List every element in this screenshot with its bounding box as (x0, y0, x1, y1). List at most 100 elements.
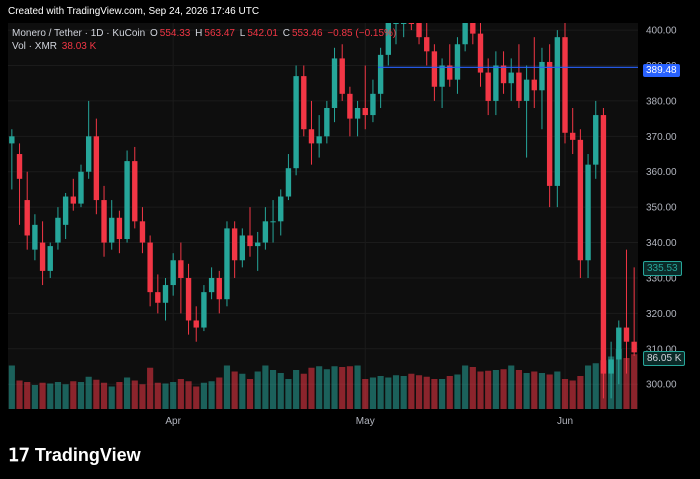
volume-bar (31, 385, 38, 409)
candle-body (55, 217, 61, 243)
volume-bar (208, 381, 215, 409)
volume-bar (577, 376, 584, 409)
volume-bar (354, 365, 361, 409)
volume-bar (246, 379, 254, 409)
candle-body (301, 76, 307, 130)
volume-bar (147, 367, 154, 409)
volume-bar (554, 371, 561, 409)
candle-body (155, 292, 161, 303)
volume-bar (77, 382, 85, 409)
volume-bar (269, 370, 277, 409)
created-by-text: Created with TradingView.com, Sep 24, 20… (8, 6, 260, 17)
volume-bar (377, 376, 384, 409)
y-tick-label: 320.00 (646, 309, 677, 320)
candle-body (347, 93, 353, 119)
grid-lines (8, 23, 638, 409)
volume-bar (293, 370, 300, 409)
candle-body (554, 37, 561, 186)
y-tick-label: 310.00 (646, 344, 677, 355)
candle-body (101, 200, 107, 243)
candle-body (193, 320, 199, 328)
volume-bar (62, 384, 69, 409)
candle-body (70, 196, 76, 204)
volume-bar (385, 377, 392, 409)
volume-bar (408, 373, 415, 409)
volume-bar (162, 383, 169, 409)
volume-bar (131, 380, 138, 409)
candle-body (124, 161, 130, 240)
candle-body (593, 115, 599, 165)
candle-body (16, 154, 23, 179)
candle-body (431, 51, 438, 87)
candles (9, 23, 637, 399)
candle-body (400, 23, 407, 24)
volume-bar (231, 371, 238, 409)
volume-bar (108, 386, 115, 409)
candle-body (162, 285, 169, 303)
candle-body (500, 65, 507, 84)
candle-body (316, 136, 322, 144)
candle-body (439, 65, 445, 87)
volume-bar (500, 369, 507, 409)
candle-body (454, 44, 461, 80)
volume-bars (8, 349, 638, 409)
time-axis[interactable]: Apr May Jun (165, 416, 573, 427)
volume-bar (508, 365, 515, 409)
candle-body (339, 58, 345, 94)
volume-bar (592, 363, 599, 409)
tradingview-logo-icon: 𝟣𝟩 (8, 445, 30, 465)
candle-body (331, 58, 338, 108)
candle-body (262, 221, 269, 243)
candle-body (185, 277, 192, 321)
y-tick-label: 340.00 (646, 238, 677, 249)
candle-body (408, 23, 415, 24)
volume-bar (538, 373, 546, 409)
candle-body (631, 341, 637, 353)
volume-bar (39, 382, 46, 409)
volume-bar (561, 379, 569, 409)
candle-body (616, 327, 622, 360)
high-label: H (195, 28, 203, 39)
volume-bar (54, 382, 62, 409)
volume-bar (515, 370, 522, 409)
candle-body (608, 359, 614, 374)
volume-bar (300, 373, 307, 409)
candle-body (393, 23, 399, 24)
y-tick-label: 360.00 (646, 167, 677, 178)
volume-bar (446, 376, 453, 409)
symbol-title: Monero / Tether · 1D · KuCoin (12, 28, 146, 39)
candle-body (109, 217, 115, 243)
candle-body (623, 327, 630, 342)
volume-bar (431, 379, 438, 409)
candle-body (147, 242, 153, 293)
volume-bar (523, 373, 530, 409)
brand-logo[interactable]: 𝟣𝟩 TradingView (8, 445, 141, 466)
volume-bar (339, 367, 346, 409)
volume-bar (124, 377, 131, 409)
volume-bar (454, 374, 461, 409)
candle-body (539, 61, 545, 91)
y-tick-label: 350.00 (646, 203, 677, 214)
candle-body (24, 200, 30, 236)
x-tick-label: May (356, 416, 375, 427)
change-value: −0.85 (−0.15%) (327, 28, 397, 39)
volume-value: 38.03 K (61, 41, 97, 52)
candle-body (523, 79, 530, 101)
x-tick-label: Jun (557, 416, 573, 427)
candle-body (308, 129, 315, 144)
volume-bar (569, 380, 576, 409)
volume-bar (362, 379, 369, 409)
candle-body (508, 72, 514, 84)
candle-body (424, 37, 430, 52)
candle-body (216, 277, 222, 300)
candle-body (93, 136, 100, 201)
volume-bar (200, 382, 207, 409)
open-label: O (150, 28, 158, 39)
volume-bar (24, 382, 31, 409)
volume-legend[interactable]: Vol · XMR 38.03 K (12, 41, 98, 52)
volume-bar (462, 365, 469, 409)
volume-bar (323, 369, 330, 409)
volume-bar (239, 373, 246, 409)
